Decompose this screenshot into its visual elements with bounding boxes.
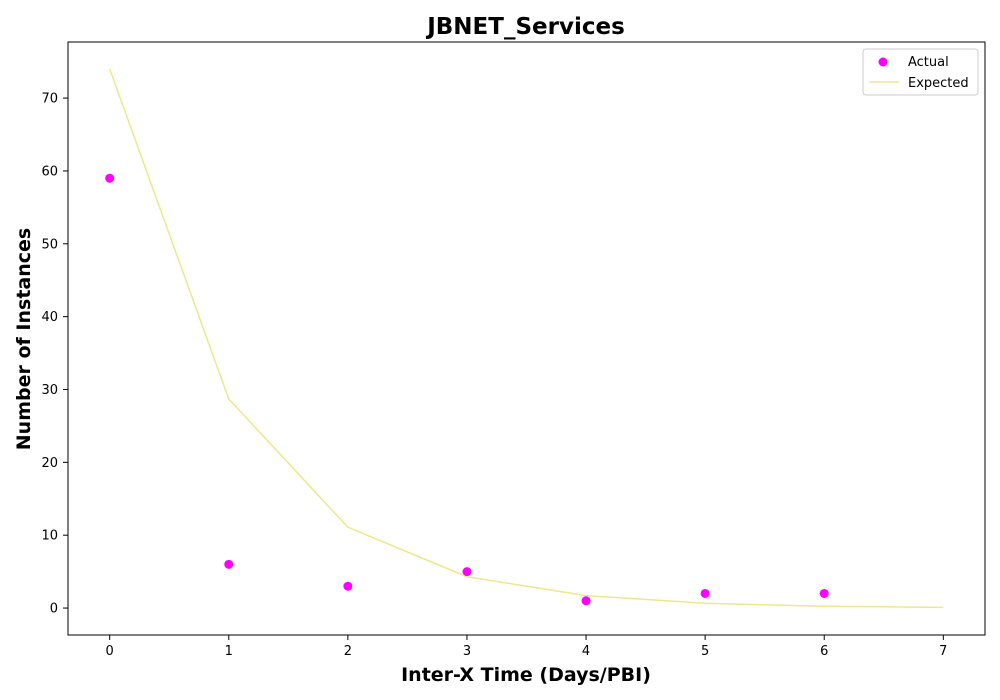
legend-expected-label: Expected (908, 76, 969, 91)
legend-box (862, 48, 979, 96)
expected-line (108, 68, 944, 609)
plot-frame (67, 41, 986, 636)
y-tick-label: 10 (41, 529, 58, 544)
chart-title: JBNET_Services (425, 14, 625, 40)
y-tick-label: 30 (41, 383, 58, 398)
y-tick-label: 60 (41, 164, 58, 179)
plot-area (105, 68, 944, 609)
y-tick-label: 50 (41, 237, 58, 252)
x-tick-label: 7 (939, 644, 947, 659)
actual-point (105, 173, 115, 183)
x-tick-label: 5 (701, 644, 709, 659)
x-axis-ticks: 0 1 2 3 4 5 6 7 (106, 635, 947, 659)
actual-point (819, 588, 829, 598)
y-axis-label: Number of Instances (13, 228, 35, 450)
x-tick-label: 4 (582, 644, 590, 659)
x-tick-label: 6 (820, 644, 828, 659)
y-tick-label: 0 (50, 602, 58, 617)
y-tick-label: 20 (41, 456, 58, 471)
x-tick-label: 0 (106, 644, 114, 659)
actual-point (700, 588, 710, 598)
legend-actual-marker (878, 57, 888, 67)
x-tick-label: 2 (344, 644, 352, 659)
actual-point (343, 581, 353, 591)
legend: Actual Expected (862, 48, 979, 96)
legend-actual-label: Actual (908, 55, 949, 70)
x-tick-label: 1 (225, 644, 233, 659)
x-axis-label: Inter-X Time (Days/PBI) (401, 664, 651, 686)
actual-point (224, 559, 234, 569)
actual-point (462, 567, 472, 577)
y-tick-label: 40 (41, 310, 58, 325)
x-tick-label: 3 (463, 644, 471, 659)
y-axis-ticks: 0 10 20 30 40 50 60 70 (41, 92, 68, 617)
actual-point (581, 596, 591, 606)
y-tick-label: 70 (41, 92, 58, 107)
